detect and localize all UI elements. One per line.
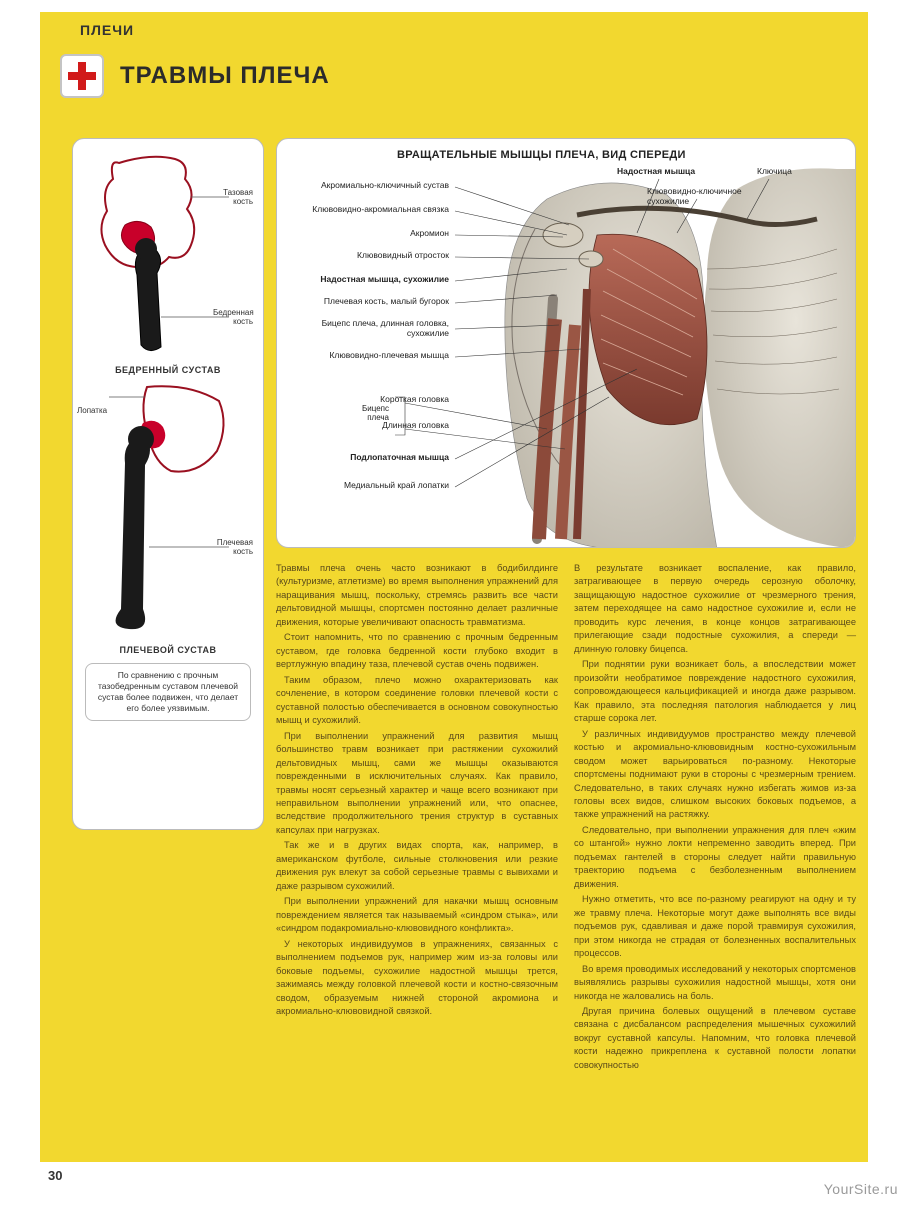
hip-joint-diagram: Тазовая кость Бедренная кость [79, 149, 257, 359]
label-cc-ligament: Клювовидно-ключичное сухожилие [647, 187, 777, 207]
label-humerus: Плечевая кость [213, 539, 253, 557]
paragraph: Во время проводимых исследований у некот… [574, 963, 856, 1003]
paragraph: При выполнении упражнений для развития м… [276, 730, 558, 838]
label-clavicle: Ключица [757, 167, 817, 177]
shoulder-joint-diagram: Плечевая кость [79, 379, 257, 639]
label-supraspinatus: Надостная мышца [617, 167, 717, 177]
paragraph: Стоит напомнить, что по сравнению с проч… [276, 631, 558, 671]
page-title: ТРАВМЫ ПЛЕЧА [120, 62, 330, 90]
label-pelvis: Тазовая кость [223, 189, 253, 207]
anatomy-label: Бицепс плеча, длинная головка, сухожилие [281, 319, 449, 339]
section-tag: ПЛЕЧИ [80, 22, 134, 38]
paragraph: У некоторых индивидуумов в упражнениях, … [276, 938, 558, 1019]
page-number: 30 [48, 1168, 62, 1183]
column-1: Травмы плеча очень часто возникают в бод… [276, 562, 558, 1150]
anatomy-label: Акромиально-ключичный сустав [281, 181, 449, 191]
column-2: В результате возникает воспаление, как п… [574, 562, 856, 1150]
anatomy-label: Клювовидно-акромиальная связка [281, 205, 449, 215]
paragraph: При поднятии руки возникает боль, а впос… [574, 658, 856, 725]
anatomy-label: Подлопаточная мышца [281, 453, 449, 463]
label-femur: Бедренная кость [213, 309, 253, 327]
anatomy-panel: ВРАЩАТЕЛЬНЫЕ МЫШЦЫ ПЛЕЧА, ВИД СПЕРЕДИ [276, 138, 856, 548]
paragraph: У различных индивидуумов пространство ме… [574, 728, 856, 822]
paragraph: Другая причина болевых ощущений в плечев… [574, 1005, 856, 1072]
paragraph: При выполнении упражнений для накачки мы… [276, 895, 558, 935]
shoulder-caption: ПЛЕЧЕВОЙ СУСТАВ [79, 645, 257, 655]
anatomy-label: Клювовидный отросток [281, 251, 449, 261]
paragraph: Нужно отметить, что все по-разному реаги… [574, 893, 856, 960]
anatomy-label: Плечевая кость, малый бугорок [281, 297, 449, 307]
label-biceps-long: Длинная головка [359, 421, 449, 431]
paragraph: Травмы плеча очень часто возникают в бод… [276, 562, 558, 629]
hip-caption: БЕДРЕННЫЙ СУСТАВ [79, 365, 257, 375]
paragraph: В результате возникает воспаление, как п… [574, 562, 856, 656]
joint-comparison-panel: Тазовая кость Бедренная кость БЕДРЕННЫЙ … [72, 138, 264, 830]
label-biceps-short: Короткая головка [359, 395, 449, 405]
paragraph: Следовательно, при выполнении упражнения… [574, 824, 856, 891]
red-cross-icon [68, 62, 96, 90]
article-body: Травмы плеча очень часто возникают в бод… [276, 562, 856, 1150]
comparison-note: По сравнению с прочным тазобедренным сус… [85, 663, 251, 721]
anatomy-label: Акромион [281, 229, 449, 239]
anatomy-label: Надостная мышца, сухожилие [281, 275, 449, 285]
watermark: YourSite.ru [824, 1181, 898, 1197]
anatomy-label: Медиальный край лопатки [281, 481, 449, 491]
anatomy-label: Клювовидно-плечевая мышца [281, 351, 449, 361]
paragraph: Так же и в других видах спорта, как, нап… [276, 839, 558, 893]
injury-icon-box [60, 54, 104, 98]
paragraph: Таким образом, плечо можно охарактеризов… [276, 674, 558, 728]
